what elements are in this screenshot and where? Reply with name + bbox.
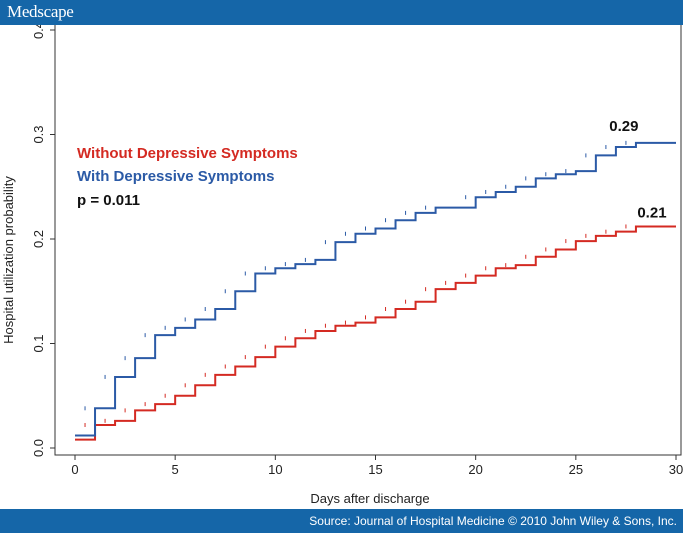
x-tick-label: 30 xyxy=(669,462,683,477)
bottom-banner: Source: Journal of Hospital Medicine © 2… xyxy=(0,509,683,533)
x-tick-label: 25 xyxy=(569,462,583,477)
x-tick-label: 20 xyxy=(468,462,482,477)
x-axis-title: Days after discharge xyxy=(310,491,429,506)
source-credit: Source: Journal of Hospital Medicine © 2… xyxy=(309,514,677,528)
chart-axes: 0 5 10 15 20 25 30 0.0 0.1 0.2 0.3 0.4 xyxy=(31,25,683,477)
y-tick-label: 0.2 xyxy=(31,230,46,248)
series-line-1 xyxy=(75,141,676,437)
legend-entry-without-depressive-symptoms: Without Depressive Symptoms xyxy=(77,145,298,162)
top-banner: Medscape xyxy=(0,0,683,25)
y-tick-label: 0.4 xyxy=(31,25,46,39)
legend-entry-with-depressive-symptoms: With Depressive Symptoms xyxy=(77,168,274,185)
y-tick-label: 0.0 xyxy=(31,439,46,457)
chart-series xyxy=(75,140,676,441)
red-series-end-label: 0.21 xyxy=(637,204,666,221)
y-tick-label: 0.1 xyxy=(31,334,46,352)
x-tick-label: 5 xyxy=(172,462,179,477)
plot-frame xyxy=(54,25,682,456)
series-line-0 xyxy=(75,225,676,441)
km-chart: 0 5 10 15 20 25 30 0.0 0.1 0.2 0.3 0.4 Days after d… xyxy=(1,25,683,506)
y-tick-label: 0.3 xyxy=(31,125,46,143)
p-value-annotation: p = 0.011 xyxy=(77,192,140,209)
y-axis-title: Hospital utilization probability xyxy=(1,176,16,344)
x-tick-label: 15 xyxy=(368,462,382,477)
x-tick-label: 0 xyxy=(71,462,78,477)
medscape-logo: Medscape xyxy=(7,2,74,21)
x-tick-label: 10 xyxy=(268,462,282,477)
blue-series-end-label: 0.29 xyxy=(609,118,638,135)
